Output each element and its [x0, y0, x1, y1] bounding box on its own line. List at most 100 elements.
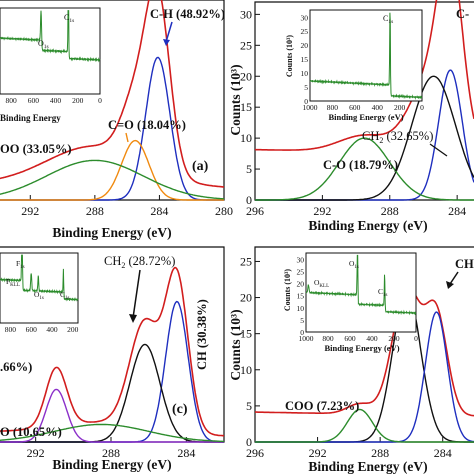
panel-d-inset-xtick-label: 200 [388, 334, 400, 343]
panel-b-ytick-label: 5 [246, 162, 252, 176]
panel-b-xlabel: Binding Energy (eV) [308, 218, 427, 233]
panel-d-ytick-label: 0 [246, 435, 252, 449]
panel-a-arrow-co [125, 132, 129, 143]
panel-b-ytick-label: 20 [240, 69, 252, 83]
panel-a-annot-co: C=O (18.04%) [108, 118, 186, 132]
panel-c-annot-o: O (10.65%) [0, 425, 62, 439]
panel-c-inset-xtick-label: 600 [26, 325, 38, 334]
panel-b-inset-ytick-label: 15 [301, 55, 309, 64]
panel-b-ytick-label: 10 [240, 131, 252, 145]
panel-b-inset-xtick-label: 0 [420, 103, 424, 112]
panel-a-arrowhead-ch [163, 39, 170, 46]
panel-d-ytick-label: 5 [246, 399, 252, 413]
panel-c-fit-o [0, 423, 224, 443]
panel-c-inset-curve [0, 254, 79, 302]
panel-b-ytick-label: 15 [240, 100, 252, 114]
panel-a-envelope [0, 0, 225, 188]
panel-b-inset-ytick-label: 30 [301, 13, 309, 22]
panel-b-inset-ytick-label: 10 [301, 69, 309, 78]
panel-b-envelope [254, 0, 474, 151]
panel-d-inset-ytick-label: 30 [297, 255, 305, 264]
panel-c-inset-xtick-label: 200 [67, 325, 79, 334]
panel-b-inset-ylabel: Counts (10³) [285, 35, 294, 78]
panel-b-inset-ytick-label: 0 [304, 97, 308, 106]
panel-d-inset-ylabel: Counts (10³) [283, 269, 292, 312]
panel-b-xtick-label: 296 [246, 204, 264, 218]
panel-b-inset-xtick-label: 800 [327, 103, 339, 112]
panel-d-inset-xtick-label: 1000 [299, 334, 314, 343]
panel-a-label: (a) [192, 159, 209, 174]
panel-d-envelope [255, 284, 474, 417]
panel-a: 292 288 284 280 C-H (48.92%) C=O (18.04%) O… [0, 0, 233, 240]
panel-d-inset: 1000 800 600 400 200 0 0 5 10 15 20 25 30 OKLL O1s C… [283, 252, 418, 353]
panel-c-annot-cf: .66%) [0, 360, 32, 374]
panel-a-fit-co [0, 139, 224, 201]
panel-d-fit-coo [255, 408, 474, 443]
panel-d-inset-ytick-label: 0 [300, 328, 304, 337]
panel-b-ytick-label: 0 [246, 193, 252, 207]
panel-d-inset-ytick-label: 5 [300, 316, 304, 325]
panel-b-inset: 1000 800 600 400 200 0 0 5 10 15 20 25 30 C1s Bindin… [285, 9, 424, 122]
panel-d-xlabel: Binding Energy (eV) [308, 459, 427, 474]
panel-d-ytick-label: 10 [240, 363, 252, 377]
panel-d-ylabel: Counts (10³) [228, 309, 243, 380]
panel-c-fit-ch2 [0, 343, 224, 443]
panel-a-inset: 800 600 400 200 0 O1s C1s Binding Energy [0, 7, 102, 123]
panel-d-ytick-label: 20 [240, 291, 252, 305]
panel-a-inset-peak-o1s: O1s [38, 39, 49, 50]
panel-d-inset-xlabel: Binding Energy (eV) [324, 343, 399, 353]
panel-d-inset-xtick-label: 600 [344, 334, 356, 343]
panel-a-inset-xtick-label: 200 [72, 96, 84, 105]
panel-c-xtick-label: 288 [102, 446, 120, 460]
panel-c-xtick-label: 292 [27, 446, 45, 460]
panel-a-inset-xtick-label: 800 [5, 96, 17, 105]
panel-d-xtick-label: 284 [434, 446, 452, 460]
panel-b-annot-ch2: CH2 (32.65%) [362, 129, 433, 145]
panel-a-fit-oo [0, 159, 225, 200]
panel-b-xtick-label: 284 [448, 204, 466, 218]
panel-a-xtick-label: 292 [21, 204, 39, 218]
panel-c-inset-peak-c1s: C1s [60, 290, 70, 301]
panel-d-annot-ch: CH [455, 257, 474, 271]
panel-c-xlabel: Binding Energy (eV) [52, 457, 171, 472]
panel-a-inset-xtick-label: 0 [98, 96, 102, 105]
panel-c-inset: 800 600 400 200 F1s FKLL O1s C1s [0, 252, 79, 334]
panel-b-inset-frame [309, 9, 423, 102]
panel-a-inset-curve [0, 10, 101, 63]
panel-b-arrow-ch2 [429, 143, 448, 157]
panel-d-inset-xtick-label: 800 [322, 334, 334, 343]
panel-a-xlabel: Binding Energy (eV) [52, 225, 171, 240]
panel-d-inset-ytick-label: 20 [297, 280, 305, 289]
panel-a-xtick-label: 280 [215, 204, 233, 218]
panel-a-inset-xlabel: Binding Energy [0, 113, 61, 123]
panel-b-inset-ytick-label: 5 [304, 83, 308, 92]
panel-c-inset-xtick-label: 800 [5, 325, 17, 334]
panel-d-xtick-label: 296 [246, 446, 264, 460]
panel-b-xtick-label: 288 [381, 204, 399, 218]
panel-b-inset-ytick-label: 20 [301, 41, 309, 50]
panel-c-inset-peak-f1s: F1s [16, 259, 25, 270]
panel-d-ytick-label: 25 [240, 254, 252, 268]
panel-c-arrowhead-ch2 [129, 314, 137, 323]
panel-b-inset-xtick-label: 600 [349, 103, 361, 112]
panel-d-xtick-label: 288 [371, 446, 389, 460]
panel-b-ytick-label: 30 [240, 7, 252, 21]
panel-d-inset-peak-okll: OKLL [314, 278, 329, 289]
panel-a-arrow-ch [165, 21, 173, 43]
panel-d-arrow-ch [449, 271, 459, 285]
panel-a-xtick-label: 288 [86, 204, 104, 218]
panel-d-inset-peak-o1s: O1s [349, 259, 359, 270]
panel-a-annot-oo: OO (33.05%) [0, 142, 72, 156]
panel-c-envelope [0, 266, 224, 437]
panel-b-inset-peak-c1s: C1s [383, 14, 393, 25]
panel-a-xtick-label: 284 [150, 204, 168, 218]
panel-b-inset-curve [309, 12, 423, 100]
panel-b-ylabel: Counts (10³) [228, 64, 243, 135]
panel-a-inset-peak-c1s: C1s [64, 13, 74, 24]
panel-c-inset-xtick-label: 400 [46, 325, 58, 334]
panel-d-inset-ytick-label: 15 [297, 292, 305, 301]
panel-b-inset-xtick-label: 400 [372, 103, 384, 112]
panel-b-inset-xlabel: Binding Energy (eV) [328, 112, 403, 122]
panel-b: 296 292 288 284 0 5 10 15 20 25 30 C- CH2 (32.65%)… [228, 0, 474, 233]
